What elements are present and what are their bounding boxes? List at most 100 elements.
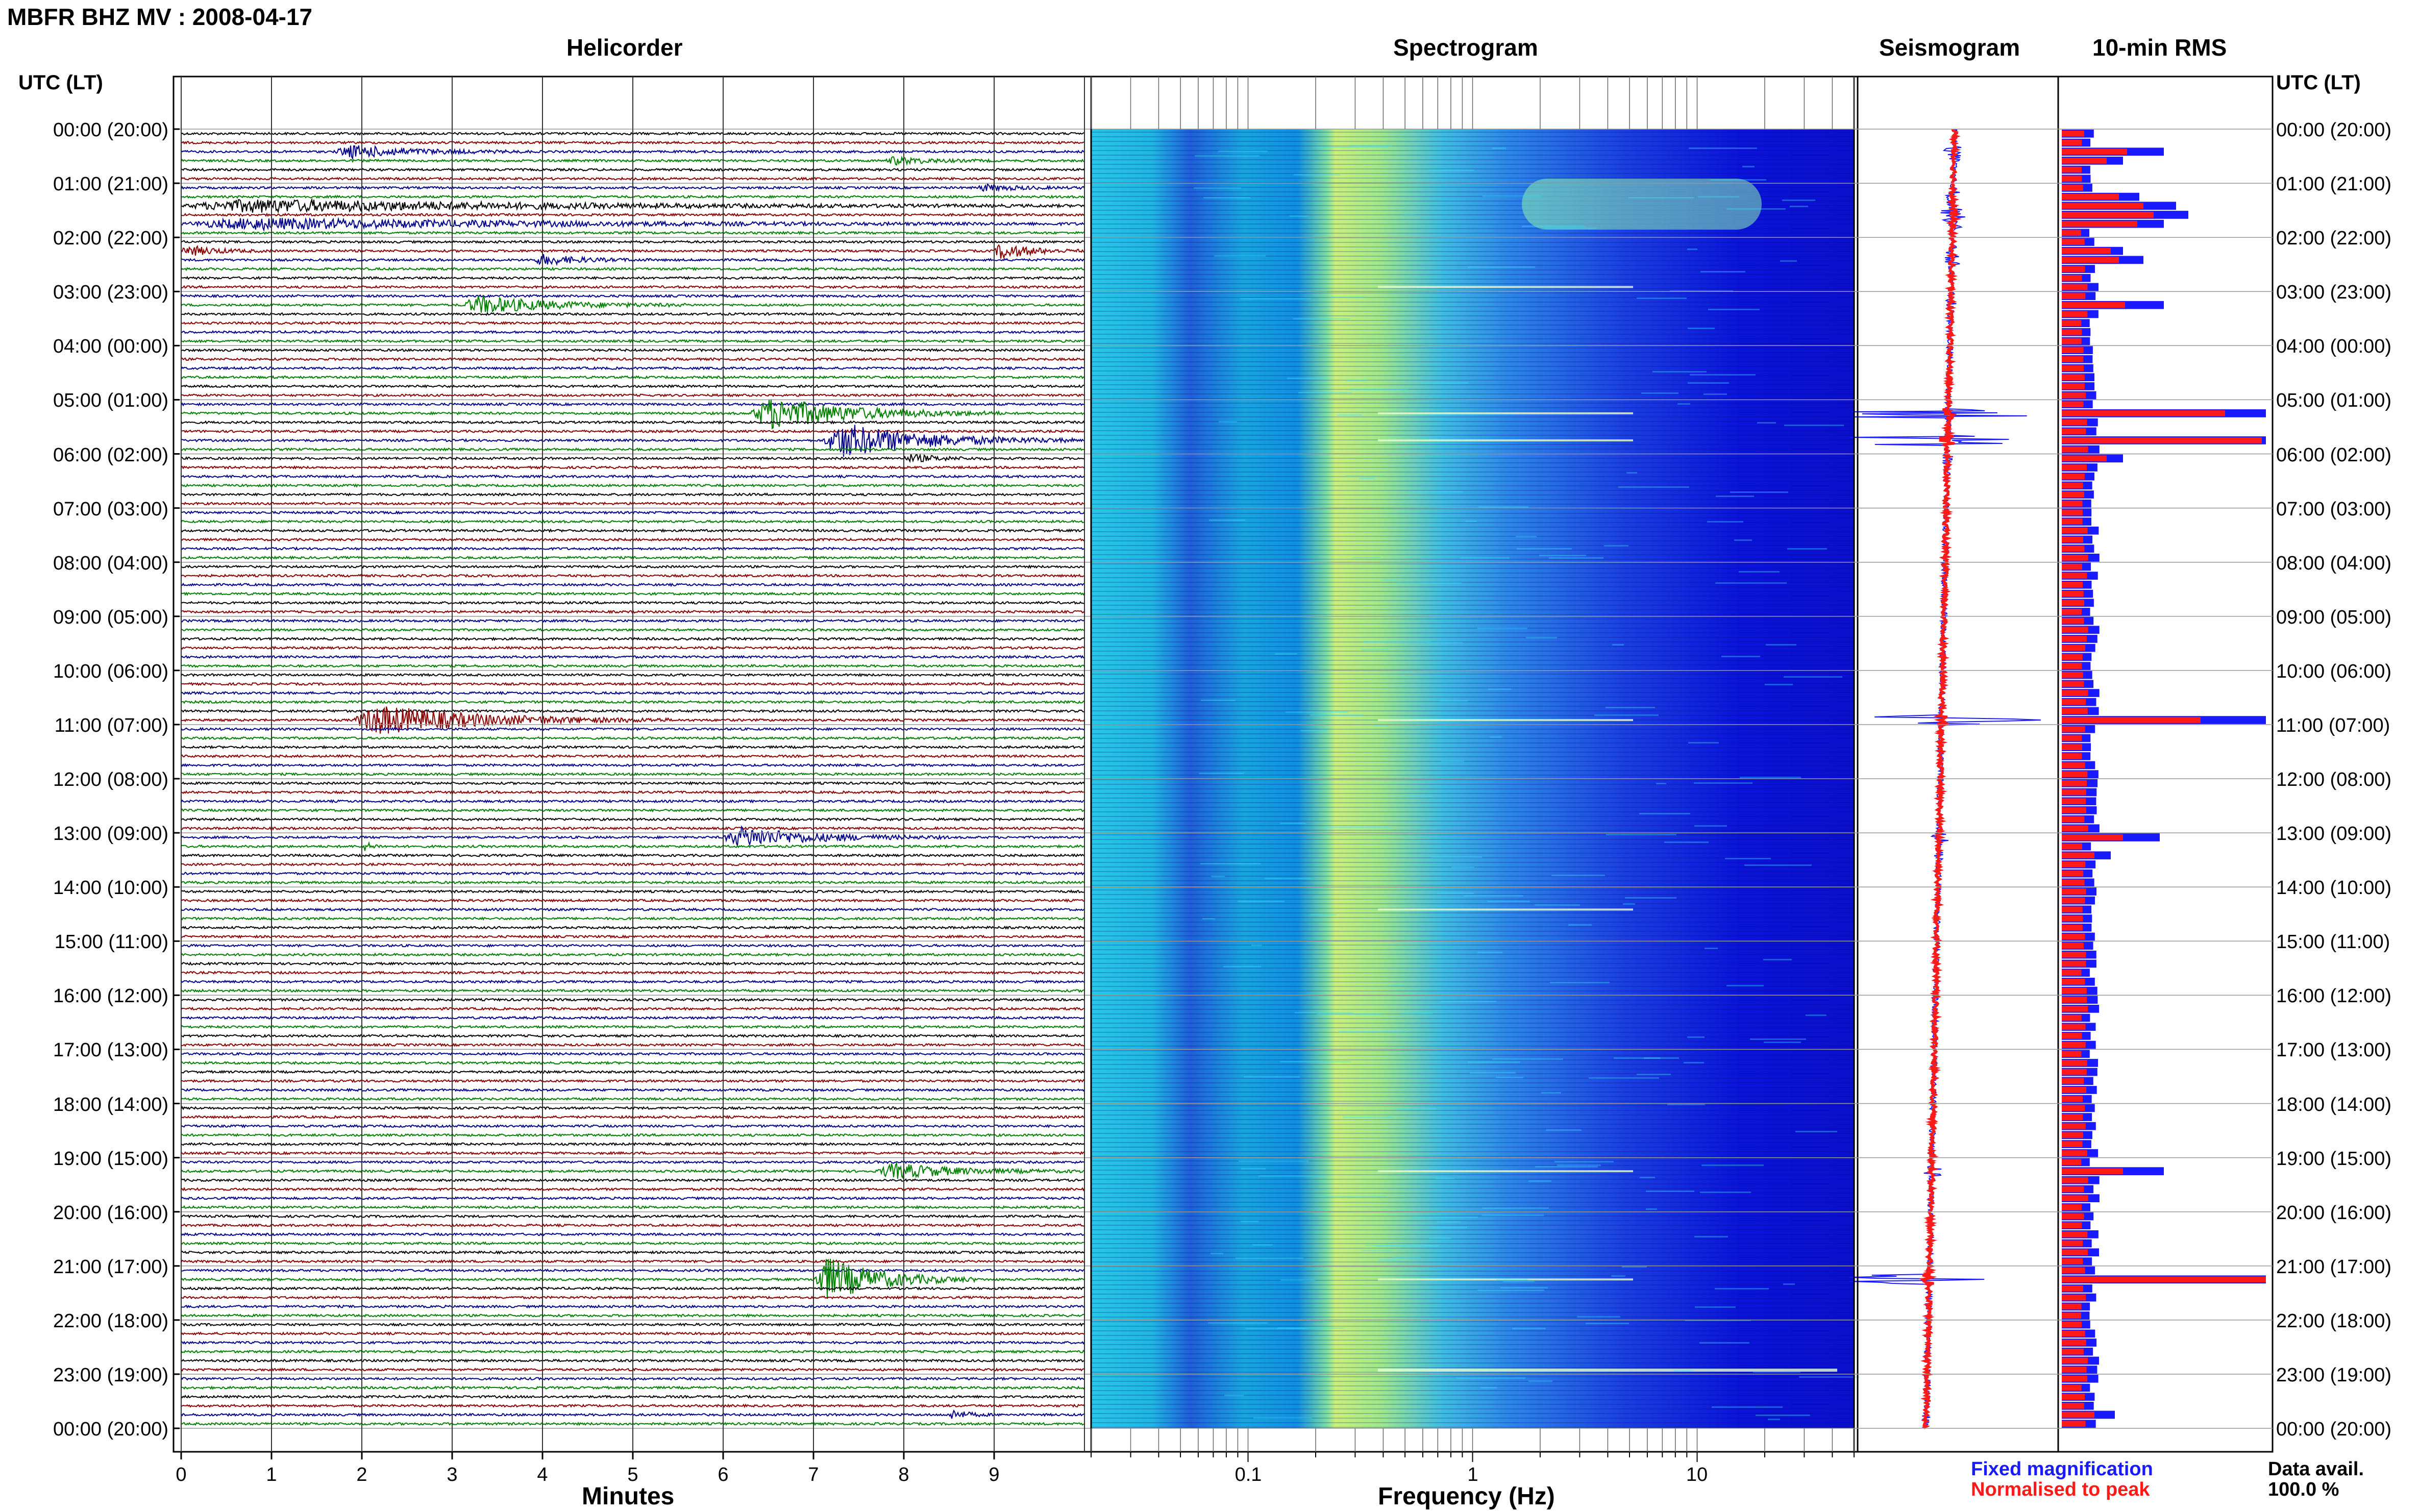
- rms-normalised-bar: [2062, 915, 2083, 922]
- spectrogram-speckle: [1622, 1266, 1647, 1268]
- spectrogram-speckle: [1208, 1322, 1268, 1324]
- spectrogram-speckle: [1700, 1192, 1751, 1193]
- rms-normalised-bar: [2062, 690, 2088, 696]
- spectrogram-speckle: [1694, 782, 1752, 784]
- spectrogram-speckle: [1689, 147, 1757, 149]
- rms-normalised-bar: [2062, 536, 2083, 543]
- spectrogram-speckle: [1694, 825, 1727, 827]
- spectrogram-speckle: [1483, 195, 1541, 197]
- spectrogram-speckle: [1784, 425, 1844, 426]
- rms-normalised-bar: [2062, 798, 2086, 805]
- spectrogram-speckle: [1490, 736, 1502, 738]
- rms-normalised-bar: [2062, 1195, 2088, 1201]
- rms-normalised-bar: [2062, 1141, 2083, 1147]
- spectrogram-streak: [1378, 719, 1633, 722]
- rms-normalised-bar: [2062, 861, 2086, 867]
- rms-normalised-bar: [2062, 1375, 2088, 1382]
- time-tick-label-right: 00:00 (20:00): [2276, 1419, 2391, 1440]
- rms-normalised-bar: [2062, 446, 2088, 453]
- rms-normalised-bar: [2062, 320, 2082, 326]
- rms-normalised-bar: [2062, 636, 2087, 642]
- spectrogram-speckle: [1460, 557, 1510, 559]
- minute-tick-label: 2: [356, 1464, 367, 1485]
- spectrogram-speckle: [1320, 1196, 1386, 1197]
- spectrogram-speckle: [1203, 197, 1250, 199]
- time-tick-label-left: 08:00 (04:00): [53, 553, 168, 574]
- rms-normalised-bar: [2062, 401, 2084, 408]
- rms-normalised-bar: [2062, 1321, 2082, 1328]
- rms-normalised-bar: [2062, 1051, 2082, 1057]
- spectrogram-speckle: [1440, 1001, 1496, 1002]
- minute-tick-label: 5: [627, 1464, 638, 1485]
- frequency-tick-label: 0.1: [1235, 1464, 1262, 1485]
- spectrogram-speckle: [1349, 145, 1392, 146]
- spectrogram-speckle: [1364, 641, 1430, 642]
- spectrogram-speckle: [1790, 206, 1808, 207]
- spectrogram-speckle: [1765, 684, 1793, 685]
- time-tick-label-right: 00:00 (20:00): [2276, 119, 2391, 141]
- rms-normalised-bar: [2062, 1060, 2087, 1066]
- spectrogram-speckle: [1611, 1275, 1625, 1277]
- spectrogram-speckle: [1223, 966, 1261, 968]
- spectrogram-speckle: [1338, 1031, 1406, 1032]
- rms-normalised-bar: [2062, 491, 2084, 498]
- time-tick-label-right: 17:00 (13:00): [2276, 1039, 2391, 1061]
- spectrogram-speckle: [1780, 260, 1797, 262]
- spectrogram-speckle: [1214, 255, 1266, 257]
- rms-normalised-bar: [2062, 148, 2127, 155]
- spectrogram-speckle: [1224, 1395, 1244, 1396]
- spectrogram-speckle: [1544, 228, 1597, 229]
- spectrogram-speckle: [1402, 1012, 1433, 1014]
- spectrogram-speckle: [1768, 1419, 1780, 1420]
- spectrogram-speckle: [1440, 700, 1468, 702]
- spectrogram-speckle: [1687, 1036, 1705, 1038]
- spectrogram-speckle: [1734, 539, 1752, 541]
- rms-normalised-bar: [2062, 1159, 2082, 1166]
- spectrogram-speckle: [1628, 197, 1694, 199]
- spectrogram-speckle: [1441, 760, 1464, 762]
- rms-normalised-bar: [2062, 1303, 2082, 1310]
- rms-normalised-bar: [2062, 1186, 2084, 1193]
- rms-title: 10-min RMS: [2092, 34, 2227, 61]
- spectrogram-speckle: [1395, 1108, 1436, 1110]
- rms-normalised-bar: [2062, 1132, 2083, 1138]
- time-tick-label-left: 15:00 (11:00): [55, 931, 168, 953]
- spectrogram-speckle: [1241, 298, 1311, 300]
- rms-normalised-bar: [2062, 1014, 2082, 1021]
- spectrogram-speckle: [1539, 555, 1586, 556]
- time-tick-label-right: 02:00 (22:00): [2276, 228, 2391, 249]
- time-tick-label-left: 01:00 (21:00): [53, 173, 168, 195]
- rms-normalised-bar: [2062, 239, 2085, 245]
- spectrogram-speckle: [1688, 328, 1715, 329]
- spectrogram-speckle: [1195, 155, 1260, 157]
- spectrogram-speckle: [1361, 649, 1389, 650]
- spectrogram-speckle: [1465, 520, 1477, 522]
- spectrogram-speckle: [1756, 1415, 1810, 1416]
- spectrogram-speckle: [1359, 478, 1375, 479]
- rms-normalised-bar: [2062, 627, 2088, 633]
- spectrogram-speckle: [1744, 864, 1812, 866]
- time-tick-label-right: 13:00 (09:00): [2276, 823, 2391, 845]
- time-tick-label-right: 14:00 (10:00): [2276, 877, 2391, 899]
- data-avail-value: 100.0 %: [2268, 1479, 2339, 1500]
- spectrogram-speckle: [1436, 1178, 1454, 1179]
- rms-normalised-bar: [2062, 410, 2225, 416]
- rms-normalised-bar: [2062, 166, 2082, 173]
- rms-normalised-bar: [2062, 843, 2082, 850]
- spectrogram-speckle: [1528, 1380, 1552, 1382]
- rms-normalised-bar: [2062, 139, 2082, 146]
- rms-normalised-bar: [2062, 1204, 2082, 1210]
- spectrogram-speckle: [1684, 1062, 1704, 1063]
- spectrogram-speckle: [1705, 948, 1718, 949]
- spectrogram-speckle: [1236, 1257, 1303, 1259]
- spectrogram-speckle: [1646, 1191, 1694, 1192]
- time-tick-label-left: 23:00 (19:00): [53, 1365, 168, 1386]
- rms-normalised-bar: [2062, 1421, 2086, 1427]
- spectrogram-speckle: [1550, 982, 1610, 983]
- rms-normalised-bar: [2062, 943, 2084, 949]
- rms-normalised-bar: [2062, 1222, 2082, 1228]
- rms-normalised-bar: [2062, 347, 2084, 353]
- spectrogram-speckle: [1503, 1281, 1535, 1282]
- rms-normalised-bar: [2062, 1285, 2083, 1292]
